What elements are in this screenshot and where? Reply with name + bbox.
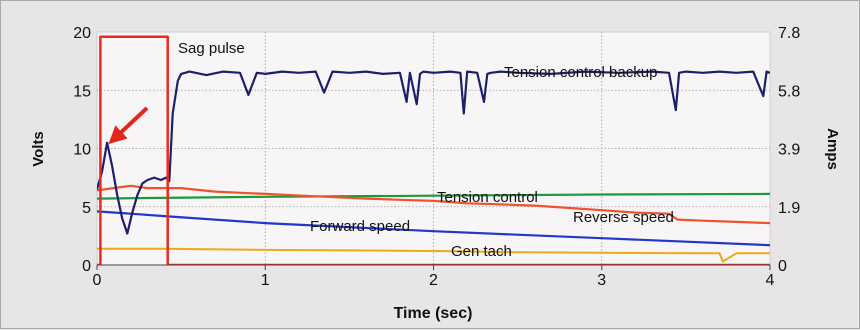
y-left-tick-label: 5 [82,200,91,217]
series-line-reverse-speed [97,184,770,225]
y-left-tick-label: 0 [82,258,91,275]
grid [97,32,770,265]
y-axis-right-title: Amps [824,128,841,170]
label-gen-tach: Gen tach [451,243,512,260]
series-line-sag-pulse [97,35,770,265]
y-right-tick-label: 0 [778,258,787,275]
y-axis-left-title: Volts [30,131,47,167]
y-left-tick-label: 20 [73,25,91,42]
y-right-tick-label: 1.9 [778,200,800,217]
series-line-tension-control [97,192,770,200]
label-forward-speed: Forward speed [310,218,410,235]
x-axis-title: Time (sec) [394,305,473,322]
y-right-tick-label: 3.9 [778,142,800,159]
label-sag-pulse: Sag pulse [178,40,245,57]
x-tick-label: 3 [597,272,606,289]
x-tick-label: 1 [261,272,270,289]
x-tick-label: 0 [93,272,102,289]
series-line-gen-tach [97,247,770,263]
y-right-tick-label: 5.8 [778,83,800,100]
y-left-tick-label: 10 [73,142,91,159]
series-line-forward-speed [97,210,770,247]
x-tick-label: 4 [766,272,775,289]
label-tension-control: Tension control [437,189,538,206]
y-left-tick-label: 15 [73,83,91,100]
y-right-tick-label: 7.8 [778,25,800,42]
x-tick-label: 2 [429,272,438,289]
annotation-arrow [108,106,149,145]
label-tension-control-backup: Tension control backup [504,64,657,81]
series-line-tension-control-backup [97,70,770,235]
label-reverse-speed: Reverse speed [573,209,674,226]
series-group [97,35,770,265]
